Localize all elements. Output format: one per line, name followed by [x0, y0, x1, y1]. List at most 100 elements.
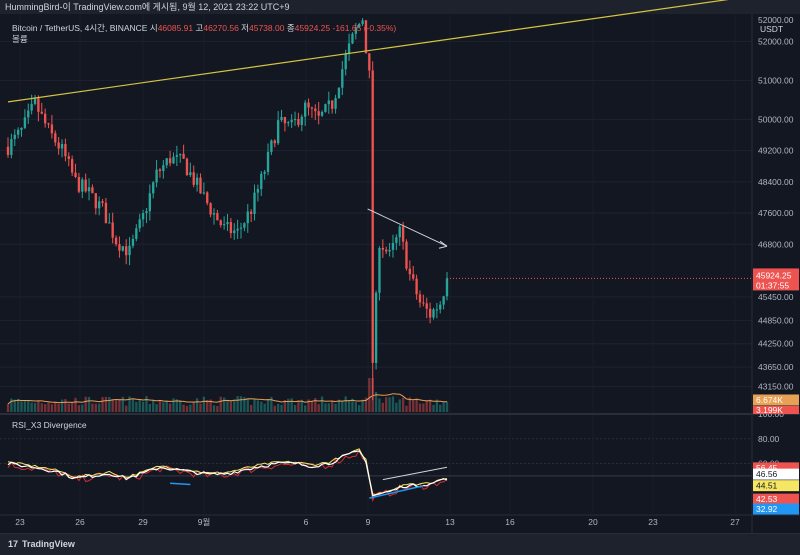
candle-body [6, 146, 10, 155]
candle-body [249, 211, 253, 214]
candle-body [364, 20, 368, 54]
rsi-badge: 44.51 [756, 481, 778, 491]
volume-bar [219, 396, 222, 412]
volume-bar [111, 399, 114, 412]
volume-bar [287, 398, 290, 412]
candle-body [222, 224, 226, 226]
candle-body [40, 111, 43, 114]
candle-body [165, 158, 168, 166]
volume-bar [77, 405, 81, 412]
candle-body [98, 201, 101, 209]
volume-legend: 볼륨 [12, 34, 28, 44]
candle-body [94, 193, 97, 209]
candle-body [395, 237, 398, 243]
candle-body [81, 179, 84, 192]
volume-bar [276, 403, 280, 412]
candle-body [111, 222, 114, 238]
rsi-pane[interactable] [0, 448, 752, 503]
change-value: -161.65 (-0.35%) [332, 23, 397, 33]
volume-bar [239, 396, 243, 412]
candle-body [439, 304, 442, 310]
volume-bar [388, 397, 391, 412]
candle-body [445, 278, 449, 297]
candle-body [219, 220, 222, 226]
volume-bar [108, 396, 111, 412]
close-label: 종 [286, 23, 295, 33]
volume-bar [408, 397, 412, 412]
volume-bar [374, 392, 378, 412]
volume-bar [20, 401, 23, 412]
candle-body [405, 241, 408, 269]
candle-body [256, 189, 260, 193]
rsi-badge: 56.45 [756, 463, 778, 473]
candle-body [209, 203, 212, 215]
volume-bar [307, 399, 310, 412]
candle-body [175, 155, 179, 157]
candle-body [266, 151, 270, 172]
open-label: 시 [149, 23, 158, 33]
chart-background [0, 14, 752, 533]
candle-body [195, 177, 199, 185]
volume-bar [256, 400, 260, 412]
candle-body [13, 134, 16, 140]
volume-bar [412, 400, 415, 412]
tradingview-logo[interactable]: 17 TradingView [8, 539, 75, 549]
candle-body [314, 108, 317, 112]
volume-bar [189, 404, 192, 412]
volume-bar [395, 402, 398, 412]
rsi-divergence-bottom [369, 485, 424, 499]
candle-body [27, 110, 30, 118]
candle-body [101, 201, 104, 203]
volume-bar [91, 403, 94, 412]
price-tick-label: 43150.00 [758, 382, 794, 392]
candle-body [408, 268, 412, 275]
candle-body [331, 100, 334, 109]
candle-body [425, 303, 428, 309]
volume-bar [439, 404, 442, 412]
volume-bar [361, 399, 364, 412]
volume-bar [135, 401, 138, 412]
rsi-badge-bg [753, 493, 799, 505]
volume-bar [303, 405, 307, 412]
volume-bar [310, 400, 314, 412]
price-chart[interactable]: 52000.00 51000.00 50000.00 49200.00 48400.00… [0, 0, 800, 533]
volume-bar [398, 399, 401, 412]
volume-bar [125, 405, 128, 412]
candle-body [43, 113, 47, 124]
candle-body [273, 140, 276, 144]
candle-body [385, 249, 388, 252]
low-value: 45738.00 [249, 23, 285, 33]
candle-body [131, 238, 135, 246]
volume-bar [104, 396, 108, 412]
candle-body [172, 156, 175, 164]
candle-body [20, 127, 23, 130]
candle-body [168, 158, 172, 164]
time-tick-label: 23 [15, 517, 25, 527]
candle-body [428, 308, 432, 318]
candle-body [337, 87, 341, 98]
rsi-main-line [7, 450, 448, 497]
volume-bar [320, 396, 324, 412]
volume-bar [13, 399, 16, 412]
candle-body [415, 278, 418, 295]
divergence-arrow [367, 208, 448, 247]
price-tick-label: 52000.00 [758, 36, 794, 46]
candle-body [145, 211, 148, 214]
candle-body [87, 187, 91, 192]
price-tick-label: 49200.00 [758, 146, 794, 156]
volume-bars [6, 378, 449, 412]
candle-body [263, 171, 266, 174]
candle-body [412, 274, 415, 279]
candle-body [189, 172, 192, 176]
volume-bar [364, 397, 368, 412]
volume-bar [381, 402, 385, 412]
volume-bar [418, 403, 422, 412]
price-tick-label: 50000.00 [758, 114, 794, 124]
candle-body [104, 202, 108, 224]
rsi-badge: 32.92 [756, 504, 778, 514]
volume-bar [118, 398, 121, 412]
candle-body [199, 177, 202, 194]
volume-bar [290, 398, 293, 412]
candles[interactable] [6, 18, 449, 401]
candle-body [162, 165, 165, 172]
